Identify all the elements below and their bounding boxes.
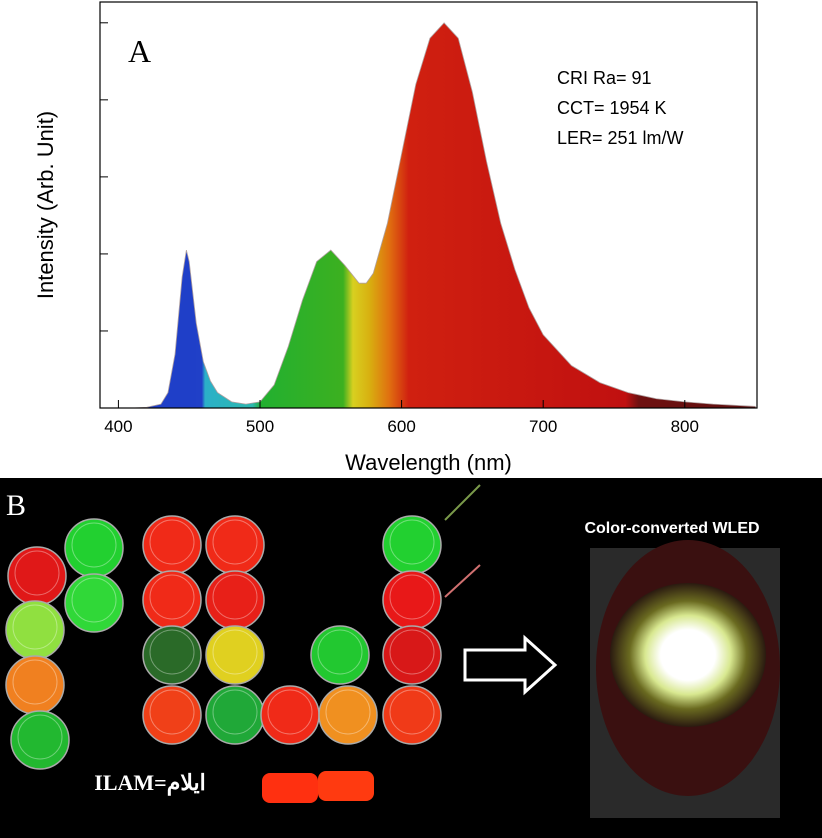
vial-rim — [12, 604, 58, 650]
vial-rim — [71, 577, 117, 623]
vial — [205, 685, 265, 745]
y-axis-label: Intensity (Arb. Unit) — [33, 111, 58, 299]
vial-rim — [71, 522, 117, 568]
vial-rim — [389, 629, 435, 675]
vial — [142, 570, 202, 630]
vial — [382, 570, 442, 630]
pointer — [444, 564, 481, 598]
vial — [382, 625, 442, 685]
vial-rim — [149, 574, 195, 620]
vial-rim — [212, 519, 258, 565]
vial-rim — [389, 574, 435, 620]
vial — [382, 515, 442, 575]
vial-rim — [12, 659, 58, 705]
vial — [262, 773, 318, 803]
x-tick-label: 600 — [387, 417, 415, 436]
annotation: CRI Ra= 91 — [557, 68, 652, 88]
vial — [205, 570, 265, 630]
vial-rim — [14, 550, 60, 596]
vial — [310, 625, 370, 685]
vial — [205, 625, 265, 685]
panel-b: B Color-converted WLED ILAM=ایلام — [0, 478, 822, 838]
x-tick-label: 400 — [104, 417, 132, 436]
logo: ILAM=ایلام — [94, 770, 205, 796]
vial-rim — [149, 629, 195, 675]
x-axis-label: Wavelength (nm) — [345, 450, 512, 475]
x-tick-label: 800 — [671, 417, 699, 436]
vial-rim — [212, 574, 258, 620]
vial-rim — [389, 689, 435, 735]
vial — [64, 518, 124, 578]
pointer — [444, 484, 481, 521]
vial-rim — [325, 689, 371, 735]
vial — [142, 515, 202, 575]
vial — [318, 685, 378, 745]
vial — [318, 771, 374, 801]
vial — [5, 600, 65, 660]
caption: Color-converted WLED — [584, 520, 759, 537]
panel-label: B — [6, 489, 26, 522]
annotation: LER= 251 lm/W — [557, 128, 684, 148]
panel-label: A — [128, 33, 151, 69]
spectrum-line — [104, 22, 756, 409]
vial-rim — [389, 519, 435, 565]
vial-rim — [149, 689, 195, 735]
x-tick-label: 500 — [246, 417, 274, 436]
plot-frame — [99, 1, 758, 409]
vial-rim — [212, 629, 258, 675]
vial — [205, 515, 265, 575]
vial — [5, 655, 65, 715]
vial — [142, 685, 202, 745]
wled-glow — [610, 583, 766, 727]
annotation: CCT= 1954 K — [557, 98, 667, 118]
arrow — [463, 634, 558, 696]
vial-rim — [149, 519, 195, 565]
vial — [10, 710, 70, 770]
vial-rim — [267, 689, 313, 735]
vial — [64, 573, 124, 633]
vials — [5, 515, 442, 770]
vial — [260, 685, 320, 745]
vial — [7, 546, 67, 606]
vial-rim — [17, 714, 63, 760]
chart: 400 500 600 700 800 Wavelength (nm) Intensity … — [33, 1, 758, 475]
vial-rim — [317, 629, 363, 675]
vial-rim — [212, 689, 258, 735]
spectrum-fill — [104, 22, 756, 409]
x-tick-label: 700 — [529, 417, 557, 436]
vial — [382, 685, 442, 745]
vial — [142, 625, 202, 685]
